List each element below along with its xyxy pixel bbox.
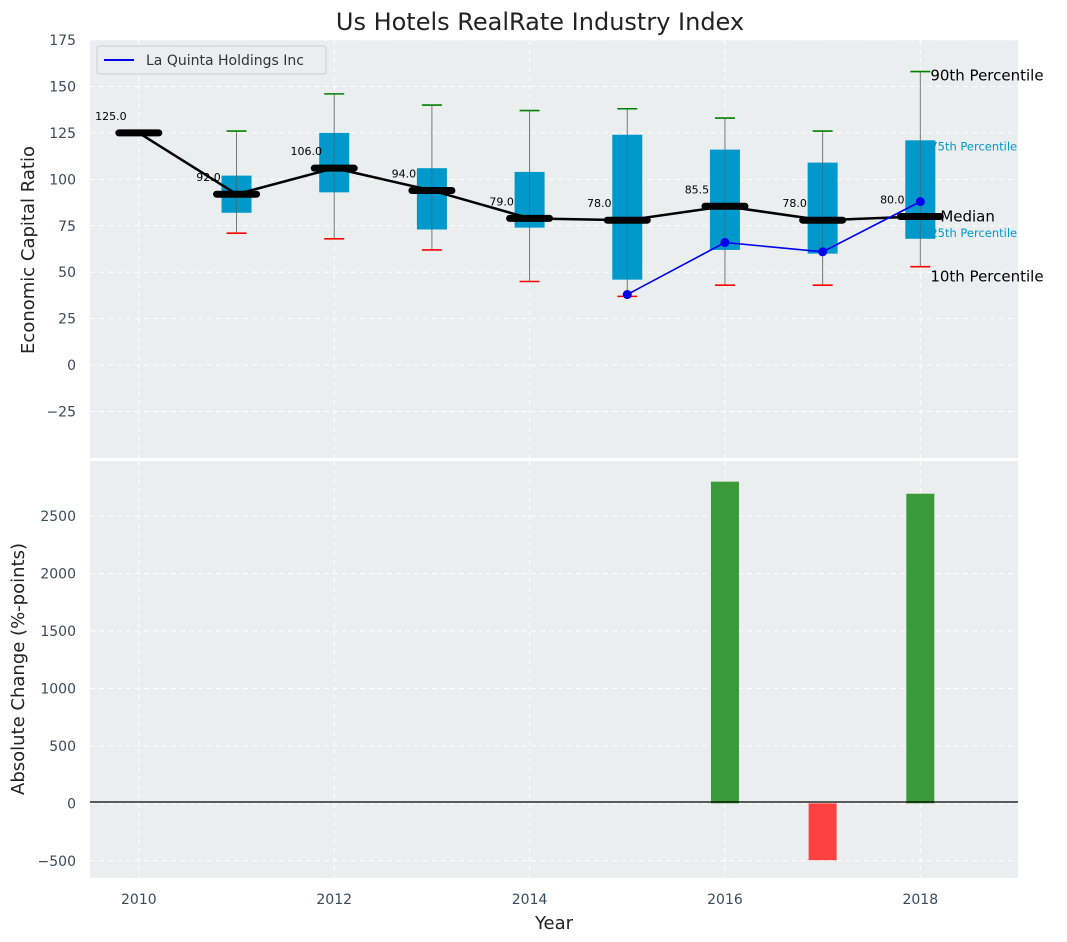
bar-2018 [906, 493, 935, 804]
annotation-p90: 90th Percentile [930, 67, 1043, 85]
top-ytick-175: 175 [49, 33, 76, 49]
legend-box [96, 45, 327, 75]
bottom-y-ticks: −500 0 500 1000 1500 2000 2500 [38, 509, 76, 870]
bottom-ytick-1000: 1000 [40, 681, 76, 697]
xtick-2014: 2014 [512, 892, 548, 908]
company-point-2018 [915, 197, 925, 207]
xtick-2016: 2016 [707, 892, 743, 908]
percentile-annotations: 90th Percentile 75th Percentile Median25th… [930, 67, 1043, 286]
bottom-ytick-2000: 2000 [40, 567, 76, 583]
median-label-2010: 125.0 [95, 110, 127, 123]
bar-2017 [808, 803, 837, 861]
median-labels: 125.0 92.0 106.0 94.0 79.0 78.0 85.5 78.0 80.0 [95, 110, 904, 210]
top-y-axis-label: Economic Capital Ratio [18, 146, 39, 354]
top-plot-area [90, 40, 1018, 458]
x-axis-label: Year [534, 913, 574, 934]
bottom-ytick--500: −500 [38, 854, 76, 870]
company-point-2016 [720, 237, 730, 247]
top-ytick-150: 150 [49, 79, 76, 95]
bottom-ytick-2500: 2500 [40, 509, 76, 525]
median-marks [115, 129, 944, 224]
boxes [221, 132, 936, 280]
bottom-plot-area [90, 461, 1018, 878]
median-label-2017: 78.0 [782, 197, 807, 210]
bottom-ytick-0: 0 [67, 796, 76, 812]
top-ytick-125: 125 [49, 126, 76, 142]
median-label-2015: 78.0 [587, 197, 612, 210]
top-y-ticks: −25 0 25 50 75 100 125 150 175 [46, 33, 76, 421]
company-series [622, 197, 925, 300]
top-grid [90, 39, 1018, 458]
top-ytick-0: 0 [67, 358, 76, 374]
median-label-2012: 106.0 [290, 145, 322, 158]
bottom-ytick-500: 500 [49, 739, 76, 755]
company-point-2017 [818, 247, 828, 257]
annotation-p10: 10th Percentile [930, 268, 1043, 286]
legend: La Quinta Holdings Inc [96, 45, 327, 75]
legend-label: La Quinta Holdings Inc [146, 53, 304, 69]
top-ytick-100: 100 [49, 172, 76, 188]
top-ytick-25: 25 [58, 312, 76, 328]
company-point-2015 [622, 290, 632, 300]
top-ytick--25: −25 [46, 405, 76, 421]
bottom-y-axis-label: Absolute Change (%-points) [8, 543, 29, 795]
top-ytick-50: 50 [58, 265, 76, 281]
median-label-2013: 94.0 [392, 167, 417, 180]
xtick-2018: 2018 [902, 892, 938, 908]
x-ticks: 2010 2012 2014 2016 2018 [121, 892, 938, 908]
change-bars [710, 481, 935, 861]
median-label-2018: 80.0 [880, 193, 905, 206]
bottom-ytick-1500: 1500 [40, 624, 76, 640]
chart-title: Us Hotels RealRate Industry Index [336, 8, 744, 36]
median-label-2011: 92.0 [196, 171, 221, 184]
annotation-median: Median [940, 207, 995, 225]
median-label-2014: 79.0 [489, 195, 514, 208]
top-ytick-75: 75 [58, 219, 76, 235]
annotation-p75: 75th Percentile [930, 139, 1017, 153]
median-label-2016: 85.5 [685, 183, 710, 196]
xtick-2010: 2010 [121, 892, 157, 908]
bar-2016 [710, 481, 739, 804]
xtick-2012: 2012 [316, 892, 352, 908]
company-line [626, 200, 921, 296]
annotation-p25: 25th Percentile [930, 226, 1017, 240]
